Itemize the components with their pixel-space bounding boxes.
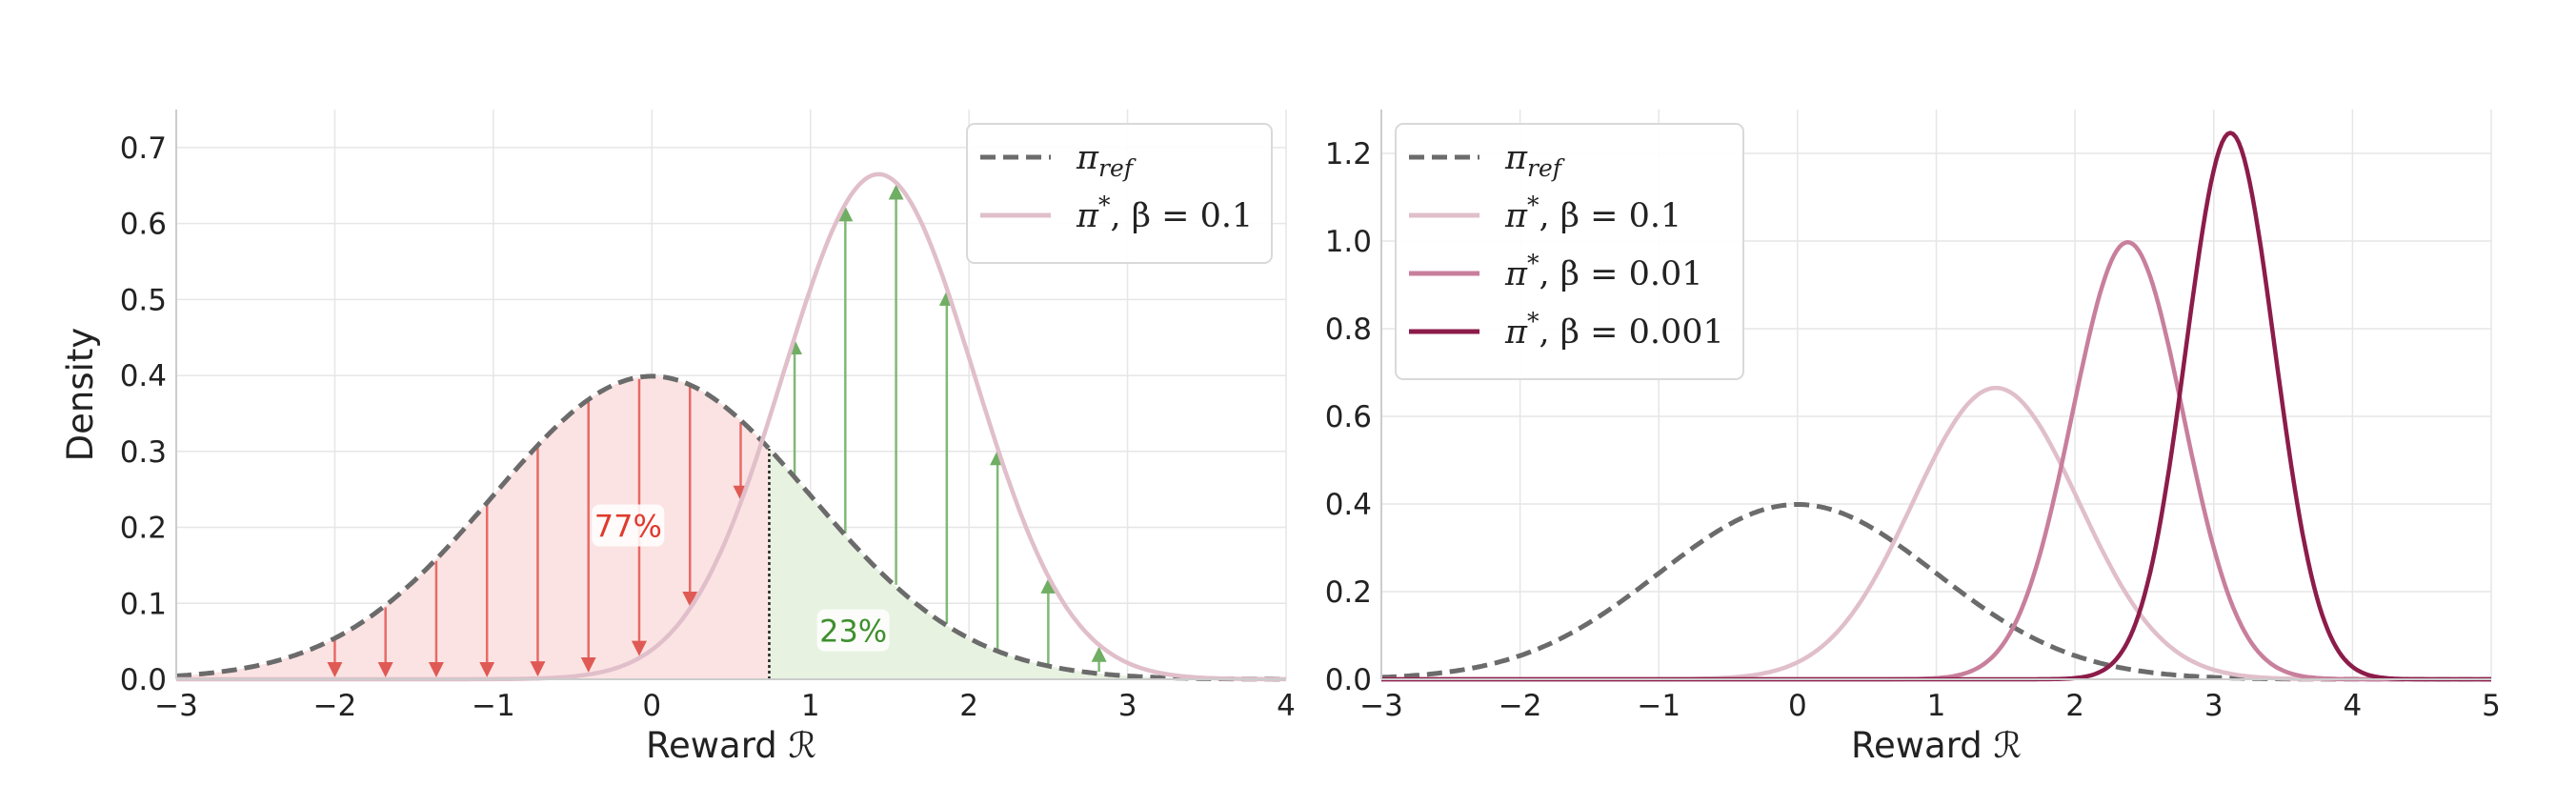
x-tick-label: 0: [1788, 689, 1807, 723]
left-panel: 77% 23% −3 −2 −1 0 1 2 3 4 0.0 0.1 0.2 0.3 0.4 0.5 0.6 0.…: [60, 110, 1296, 766]
percent-label-0: 77%: [594, 509, 662, 545]
x-tick-label: 3: [1118, 689, 1137, 723]
y-tick-label: 0.4: [120, 359, 167, 393]
x-tick-label: 2: [959, 689, 978, 723]
y-tick-label: 0.2: [120, 512, 167, 546]
right-panel: −3 −2 −1 0 1 2 3 4 5 0.0 0.2 0.4 0.6 0.8 1.0 1.2 Reward …: [1325, 110, 2501, 766]
x-tick-label: −2: [1499, 689, 1542, 723]
y-tick-label: 0.1: [120, 587, 167, 621]
y-tick-label: 0.7: [120, 131, 167, 166]
y-axis-label: Density: [60, 328, 101, 462]
percent-label-1: 23%: [819, 614, 887, 650]
x-tick-label: 1: [801, 689, 820, 723]
percent-label-bg: [816, 609, 890, 652]
x-tick-label: −3: [154, 689, 198, 723]
x-tick-label: 5: [2482, 689, 2501, 723]
y-tick-label: 0.0: [1325, 663, 1372, 697]
y-tick-label: 0.4: [1325, 488, 1372, 522]
legend: πref π*, β = 0.1: [966, 123, 1273, 264]
legend-label-3: π*, β = 0.001: [1504, 308, 1724, 352]
legend-label-0: πref: [1504, 139, 1565, 182]
y-tick-label: 0.6: [1325, 400, 1372, 434]
y-tick-label: 0.3: [120, 435, 167, 470]
region-fill-left: [176, 375, 770, 679]
y-tick-label: 1.2: [1325, 137, 1372, 171]
y-tick-label: 0.5: [120, 283, 167, 317]
percent-label-bg: [592, 504, 665, 547]
legend: πref π*, β = 0.1 π*, β = 0.01 π*, β = 0.001: [1395, 123, 1744, 380]
legend-label-2: π*, β = 0.01: [1504, 250, 1703, 293]
y-tick-label: 0.6: [120, 208, 167, 242]
x-tick-label: 1: [1927, 689, 1946, 723]
legend-box: [1395, 123, 1744, 380]
x-tick-label: 4: [1277, 689, 1296, 723]
x-tick-label: 0: [642, 689, 661, 723]
legend-label-1: π*, β = 0.1: [1076, 191, 1253, 235]
y-tick-label: 1.0: [1325, 225, 1372, 259]
legend-label-0: πref: [1076, 139, 1137, 182]
x-tick-label: −3: [1359, 689, 1403, 723]
x-axis-label: Reward ℛ: [1851, 725, 2022, 766]
legend-label-1: π*, β = 0.1: [1504, 191, 1681, 235]
series-line-0: [175, 373, 1286, 682]
x-tick-label: −1: [472, 689, 515, 723]
x-tick-label: 4: [2344, 689, 2363, 723]
x-tick-label: −1: [1637, 689, 1680, 723]
region-fill-right: [769, 449, 1286, 679]
x-tick-label: 2: [2065, 689, 2084, 723]
x-tick-label: 3: [2204, 689, 2224, 723]
x-axis-label: Reward ℛ: [646, 725, 816, 766]
y-tick-label: 0.8: [1325, 312, 1372, 347]
x-tick-label: −2: [313, 689, 357, 723]
y-tick-label: 0.0: [120, 663, 167, 697]
y-tick-label: 0.2: [1325, 575, 1372, 610]
legend-box: [966, 123, 1273, 264]
